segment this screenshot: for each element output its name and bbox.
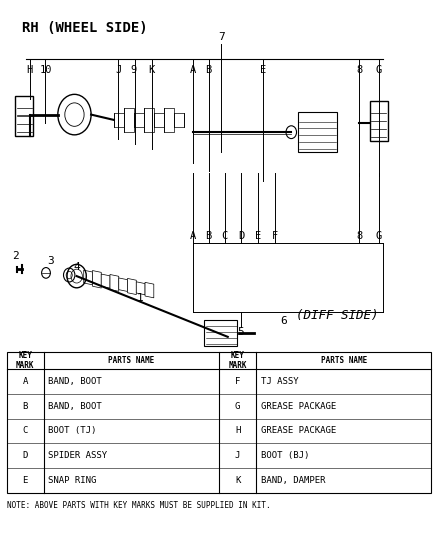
Text: G: G (376, 64, 382, 75)
Text: E: E (22, 476, 28, 485)
Text: NOTE: ABOVE PARTS WITH KEY MARKS MUST BE SUPPLIED IN KIT.: NOTE: ABOVE PARTS WITH KEY MARKS MUST BE… (7, 501, 270, 510)
Text: GREASE PACKAGE: GREASE PACKAGE (261, 426, 336, 435)
Text: BAND, DAMPER: BAND, DAMPER (261, 476, 325, 485)
Text: E: E (260, 64, 266, 75)
Text: SNAP RING: SNAP RING (48, 476, 96, 485)
Text: D: D (22, 451, 28, 461)
Text: SPIDER ASSY: SPIDER ASSY (48, 451, 107, 461)
Text: 9: 9 (131, 64, 137, 75)
Text: K: K (148, 64, 154, 75)
Text: G: G (376, 231, 382, 241)
Text: B: B (205, 64, 211, 75)
Text: B: B (205, 231, 211, 241)
Text: K: K (235, 476, 240, 485)
Text: 4: 4 (73, 262, 80, 271)
FancyBboxPatch shape (204, 320, 237, 346)
Text: 3: 3 (47, 256, 54, 266)
Bar (7, 352, 431, 493)
FancyBboxPatch shape (370, 101, 388, 141)
Text: J: J (235, 451, 240, 461)
Text: 2: 2 (12, 251, 19, 261)
Text: PARTS NAME: PARTS NAME (321, 356, 367, 365)
Text: GREASE PACKAGE: GREASE PACKAGE (261, 401, 336, 410)
Text: 1: 1 (137, 294, 144, 303)
Text: A: A (190, 64, 196, 75)
Text: 7: 7 (218, 31, 225, 42)
Text: BAND, BOOT: BAND, BOOT (48, 377, 102, 386)
Text: F: F (235, 377, 240, 386)
Text: 6: 6 (280, 316, 287, 326)
Text: J: J (115, 64, 121, 75)
Text: 5: 5 (237, 327, 244, 337)
Text: 8: 8 (356, 64, 362, 75)
Text: KEY
MARK: KEY MARK (16, 351, 35, 370)
Text: BAND, BOOT: BAND, BOOT (48, 401, 102, 410)
Text: KEY
MARK: KEY MARK (228, 351, 247, 370)
Text: 10: 10 (40, 64, 52, 75)
Text: (DIFF SIDE): (DIFF SIDE) (297, 309, 379, 322)
FancyBboxPatch shape (15, 96, 33, 136)
Text: BOOT (BJ): BOOT (BJ) (261, 451, 309, 461)
Text: D: D (238, 231, 244, 241)
FancyBboxPatch shape (298, 112, 337, 152)
Text: 8: 8 (356, 231, 362, 241)
Text: B: B (22, 401, 28, 410)
Text: BOOT (TJ): BOOT (TJ) (48, 426, 96, 435)
Text: G: G (235, 401, 240, 410)
Text: A: A (22, 377, 28, 386)
Text: PARTS NAME: PARTS NAME (108, 356, 155, 365)
Text: C: C (222, 231, 228, 241)
Text: TJ ASSY: TJ ASSY (261, 377, 298, 386)
Text: E: E (255, 231, 261, 241)
Text: F: F (272, 231, 278, 241)
Text: C: C (22, 426, 28, 435)
Text: RH (WHEEL SIDE): RH (WHEEL SIDE) (22, 21, 148, 35)
Text: A: A (190, 231, 196, 241)
Text: H: H (235, 426, 240, 435)
Text: H: H (27, 64, 33, 75)
